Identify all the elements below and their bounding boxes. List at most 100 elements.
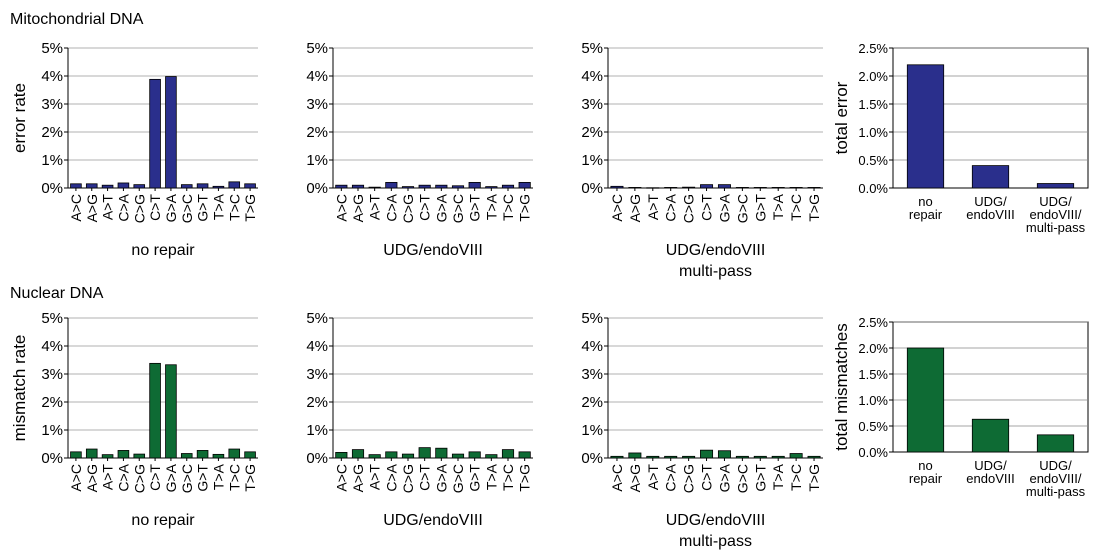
x-category-label: A>C — [333, 464, 349, 492]
bar — [368, 186, 381, 189]
x-category-label: C>A — [115, 193, 131, 221]
y-tick-label: 0.5% — [858, 419, 888, 434]
y-tick-label: 3% — [306, 96, 328, 113]
x-category-label: T>C — [500, 194, 516, 221]
bar — [906, 64, 945, 189]
bar — [807, 455, 821, 459]
x-category-label: T>G — [806, 194, 822, 222]
bar — [485, 186, 498, 189]
bar — [335, 184, 348, 189]
y-tick-label: 0% — [306, 450, 328, 467]
x-category-label: T>C — [500, 464, 516, 491]
y-tick-label: 4% — [306, 68, 328, 85]
bar — [228, 448, 241, 459]
y-tick-label: 1.5% — [858, 367, 888, 382]
bar — [165, 364, 177, 459]
bar — [717, 184, 731, 189]
bar — [664, 455, 678, 459]
x-category-label: G>C — [734, 194, 750, 223]
bar — [971, 165, 1010, 189]
bar — [501, 184, 515, 189]
y-tick-label: 1% — [581, 152, 603, 169]
bar — [212, 453, 225, 459]
bar — [971, 418, 1010, 453]
bar — [1036, 434, 1075, 453]
x-category-label: T>C — [788, 464, 804, 491]
x-category-label: A>G — [84, 194, 100, 222]
x-category-label: C>A — [663, 193, 679, 221]
x-category-label: T>C — [226, 194, 242, 221]
x-category-label: T>A — [770, 463, 786, 490]
y-tick-label: 1.5% — [858, 97, 888, 112]
x-category-label: UDG/ — [1039, 194, 1072, 209]
x-category-label: A>C — [68, 194, 84, 222]
x-category-label: multi-pass — [1026, 484, 1086, 499]
x-axis-label: UDG/endoVIII — [666, 512, 766, 529]
bar — [385, 451, 398, 459]
x-category-label: A>G — [350, 194, 366, 222]
y-axis-label: mismatch rate — [10, 335, 29, 442]
bar — [180, 453, 193, 459]
x-category-label: T>A — [210, 463, 226, 490]
x-category-label: C>T — [147, 464, 163, 491]
x-category-label: A>T — [100, 194, 116, 221]
x-category-label: UDG/ — [974, 458, 1007, 473]
x-category-label: C>T — [699, 464, 715, 491]
charts-group: 0%1%2%3%4%5%A>C A>G A>T C>A C>G C>T G>A G>C G>T T… — [10, 40, 1089, 550]
y-tick-label: 4% — [581, 68, 603, 85]
x-axis-label: no repair — [131, 512, 195, 529]
x-category-label: repair — [909, 471, 943, 486]
x-category-label: G>T — [195, 464, 211, 492]
x-category-label: A>G — [84, 464, 100, 492]
bar — [771, 455, 785, 459]
bar — [244, 451, 256, 459]
bar — [1036, 183, 1075, 189]
y-tick-label: 4% — [306, 338, 328, 355]
section-title-nuclear: Nuclear DNA — [10, 285, 104, 302]
bar — [628, 187, 642, 189]
x-category-label: repair — [909, 207, 943, 222]
bar — [101, 454, 114, 459]
chart-1: 0%1%2%3%4%5%A>C A>G A>T C>A C>G C>T G>A G>C G>T T… — [306, 40, 533, 259]
y-tick-label: 3% — [41, 96, 63, 113]
x-category-label: A>T — [367, 194, 383, 221]
x-category-label: C>T — [417, 194, 433, 221]
chart-4: 0%1%2%3%4%5%A>C A>G A>T C>A C>G C>T G>A G>C G>T T… — [10, 310, 258, 529]
y-tick-label: 0% — [41, 180, 63, 197]
x-category-label: A>T — [367, 464, 383, 491]
x-category-label: endoVIII/ — [1029, 471, 1081, 486]
x-category-label: G>A — [433, 463, 449, 492]
y-tick-label: 5% — [306, 40, 328, 57]
x-category-label: G>T — [752, 464, 768, 492]
bar — [401, 453, 415, 459]
bar — [228, 181, 241, 189]
y-tick-label: 0.0% — [858, 181, 888, 196]
y-tick-label: 0% — [581, 450, 603, 467]
bar — [518, 451, 531, 459]
x-axis-label: UDG/endoVIII — [666, 242, 766, 259]
x-category-label: G>C — [450, 464, 466, 493]
bar — [335, 451, 348, 459]
y-tick-label: 3% — [581, 366, 603, 383]
x-axis-label: UDG/endoVIII — [383, 512, 483, 529]
x-category-label: endoVIII — [966, 471, 1014, 486]
bar — [501, 449, 515, 459]
y-tick-label: 1% — [41, 422, 63, 439]
y-tick-label: 2.0% — [858, 341, 888, 356]
y-tick-label: 2% — [41, 394, 63, 411]
x-category-label: C>A — [383, 463, 399, 491]
y-tick-label: 0.0% — [858, 445, 888, 460]
y-tick-label: 2.5% — [858, 315, 888, 330]
bar — [101, 184, 114, 189]
x-category-label: G>C — [450, 194, 466, 223]
bar — [180, 184, 193, 189]
x-category-label: G>C — [179, 194, 195, 223]
x-category-label: A>C — [609, 194, 625, 222]
y-tick-label: 2% — [41, 124, 63, 141]
section-title-mitochondrial: Mitochondrial DNA — [10, 11, 144, 28]
y-axis-label: total error — [832, 81, 851, 154]
x-category-label: T>G — [806, 464, 822, 492]
x-category-label: C>A — [115, 463, 131, 491]
bar — [196, 450, 209, 459]
